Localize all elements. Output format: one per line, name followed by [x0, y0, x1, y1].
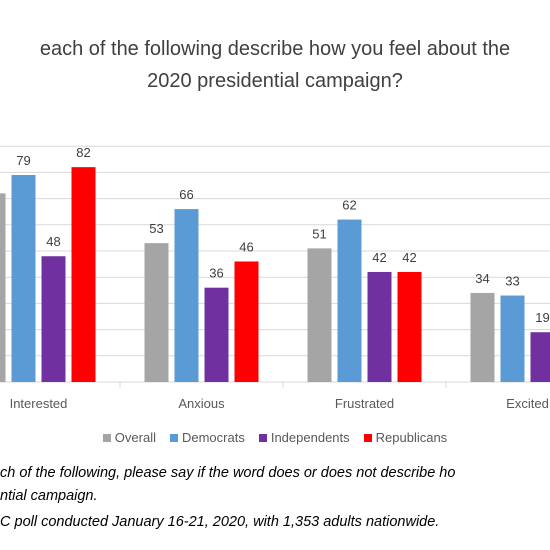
category-label-excited: Excited — [506, 396, 549, 411]
data-label-interested-independents: 48 — [46, 234, 60, 249]
bar-interested-overall — [0, 193, 6, 382]
category-label-anxious: Anxious — [178, 396, 225, 411]
bar-frustrated-democrats — [337, 219, 362, 382]
legend-item-republicans: Republicans — [363, 430, 448, 445]
bar-interested-independents — [41, 256, 66, 382]
legend-label-democrats: Democrats — [181, 430, 245, 445]
bar-chart: 79 48 82 53 66 36 46 51 62 42 42 34 33 19 Interested A… — [0, 145, 550, 411]
legend-label-independents: Independents — [270, 430, 350, 445]
bar-excited-independents — [530, 332, 550, 382]
legend-item-democrats: Democrats — [169, 430, 245, 445]
data-label-frustrated-republicans: 42 — [402, 250, 416, 265]
data-label-interested-republicans: 82 — [76, 145, 90, 160]
bar-anxious-independents — [204, 287, 229, 382]
legend-label-overall: Overall — [114, 430, 156, 445]
data-label-anxious-overall: 53 — [149, 221, 163, 236]
footnote-source: C poll conducted January 16-21, 2020, wi… — [0, 514, 440, 530]
bars — [0, 167, 550, 382]
bar-frustrated-independents — [367, 271, 392, 382]
footnote-question: ch of the following, please say if the w… — [0, 465, 456, 481]
data-label-excited-independents: 19 — [535, 310, 549, 325]
bar-anxious-overall — [144, 243, 169, 382]
legend-swatch-independents — [258, 433, 267, 442]
legend-item-overall: Overall — [102, 430, 156, 445]
category-label-frustrated: Frustrated — [335, 396, 394, 411]
legend-item-independents: Independents — [258, 430, 350, 445]
legend-swatch-democrats — [169, 433, 178, 442]
bar-frustrated-republicans — [397, 271, 422, 382]
legend-swatch-republicans — [363, 433, 372, 442]
data-label-frustrated-independents: 42 — [372, 250, 386, 265]
chart-title-line-2: 2020 presidential campaign? — [147, 70, 403, 92]
bar-interested-democrats — [11, 175, 36, 382]
bar-excited-overall — [470, 292, 495, 382]
footnote-question-cont: ntial campaign. — [0, 488, 98, 504]
data-label-anxious-republicans: 46 — [239, 239, 253, 254]
data-label-excited-overall: 34 — [475, 271, 489, 286]
bar-excited-democrats — [500, 295, 525, 382]
data-label-frustrated-democrats: 62 — [342, 198, 356, 213]
bar-anxious-republicans — [234, 261, 259, 382]
chart-title-line-1: each of the following describe how you f… — [39, 38, 511, 60]
data-label-anxious-independents: 36 — [209, 266, 223, 281]
data-label-frustrated-overall: 51 — [312, 226, 326, 241]
bar-interested-republicans — [71, 167, 96, 382]
category-labels: Interested Anxious Frustrated Excited — [10, 396, 549, 411]
bar-anxious-democrats — [174, 209, 199, 382]
data-label-interested-democrats: 79 — [16, 153, 30, 168]
legend-label-republicans: Republicans — [375, 430, 448, 445]
data-labels: 79 48 82 53 66 36 46 51 62 42 42 34 33 19 — [16, 145, 549, 325]
category-label-interested: Interested — [10, 396, 68, 411]
bar-frustrated-overall — [307, 248, 332, 382]
data-label-anxious-democrats: 66 — [179, 187, 193, 202]
data-label-excited-democrats: 33 — [505, 274, 519, 289]
legend: Overall Democrats Independents Republica… — [0, 430, 550, 445]
legend-swatch-overall — [102, 433, 111, 442]
